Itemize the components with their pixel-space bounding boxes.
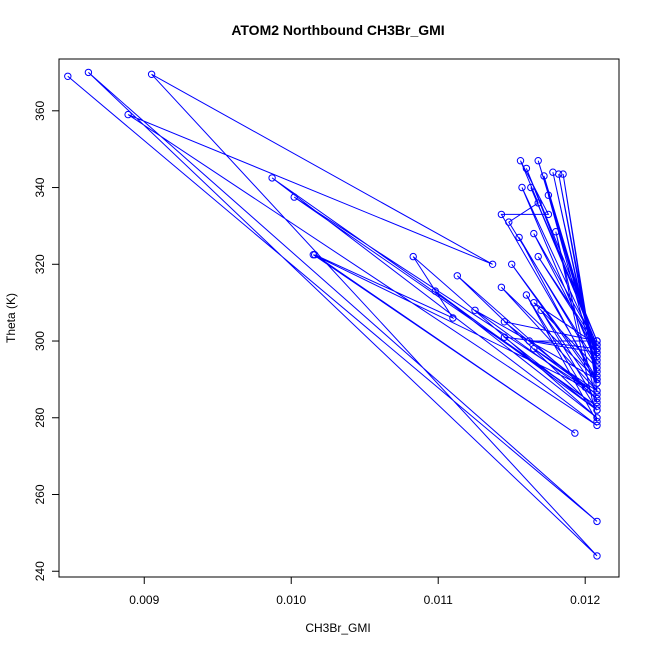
- data-point: [593, 356, 601, 364]
- data-point: [593, 337, 601, 345]
- data-point: [593, 375, 601, 384]
- data-point: [593, 517, 601, 526]
- data-point: [525, 337, 533, 345]
- data-point: [593, 341, 601, 349]
- data-point: [593, 387, 601, 395]
- data-point: [527, 183, 535, 192]
- x-axis: 0.009 0.010 0.011 0.012: [129, 577, 601, 607]
- y-tick-label: 280: [33, 407, 47, 427]
- data-point: [488, 260, 497, 268]
- x-axis-label: CH3Br_GMI: [305, 621, 370, 635]
- data-point: [593, 402, 601, 410]
- data-point: [581, 383, 589, 391]
- data-point: [593, 352, 601, 361]
- chart-title: ATOM2 Northbound CH3Br_GMI: [231, 22, 444, 38]
- plot-frame: [58, 58, 620, 578]
- x-tick-label: 0.009: [129, 593, 159, 607]
- y-tick-label: 260: [33, 484, 47, 504]
- data-point: [593, 414, 601, 422]
- data-point: [431, 287, 439, 295]
- y-tick-label: 300: [33, 331, 47, 351]
- y-axis: 240 260 280 300 320 340 360: [33, 100, 59, 581]
- data-point: [559, 170, 567, 178]
- data-point: [593, 417, 601, 426]
- data-point: [530, 299, 538, 307]
- data-point: [497, 210, 506, 219]
- data-point: [593, 379, 601, 387]
- data-point: [505, 218, 513, 226]
- y-tick-label: 240: [33, 561, 47, 581]
- data-point: [515, 233, 523, 242]
- data-point: [593, 345, 601, 353]
- data-point: [500, 333, 509, 341]
- data-point: [522, 164, 531, 173]
- data-point: [84, 68, 93, 77]
- data-point: [471, 306, 479, 314]
- data-point: [593, 398, 601, 407]
- data-point: [593, 371, 601, 380]
- x-tick-label: 0.011: [424, 593, 453, 607]
- data-point: [593, 406, 601, 414]
- data-point: [522, 291, 531, 299]
- data-point: [593, 364, 601, 372]
- data-point: [593, 368, 601, 376]
- y-axis-label: Theta (K): [4, 293, 18, 343]
- data-point: [518, 183, 526, 192]
- data-point: [544, 191, 553, 199]
- data-point: [268, 174, 276, 182]
- data-point: [64, 72, 72, 81]
- data-point: [552, 228, 560, 236]
- data-point: [593, 360, 601, 368]
- data-point: [530, 229, 538, 238]
- data-point: [516, 157, 525, 165]
- data-point: [534, 157, 542, 165]
- data-point: [593, 421, 601, 430]
- series-line: [67, 72, 599, 557]
- x-tick-label: 0.010: [276, 593, 306, 607]
- data-point: [534, 252, 542, 261]
- data-point: [537, 306, 545, 314]
- series-layer: [64, 68, 601, 560]
- y-tick-label: 360: [33, 100, 47, 120]
- data-point: [311, 251, 319, 259]
- data-point: [540, 172, 548, 180]
- data-point: [449, 314, 457, 322]
- data-point: [508, 260, 516, 268]
- data-point: [453, 272, 461, 280]
- data-point: [593, 394, 601, 403]
- data-point: [409, 252, 417, 261]
- y-tick-label: 340: [33, 177, 47, 197]
- data-point: [593, 348, 601, 357]
- data-point: [124, 110, 132, 119]
- data-point: [593, 391, 601, 399]
- y-tick-label: 320: [33, 254, 47, 274]
- data-point: [544, 210, 553, 219]
- data-point: [534, 199, 542, 207]
- data-point: [530, 345, 538, 353]
- data-point: [593, 552, 601, 560]
- data-point: [290, 193, 298, 201]
- x-tick-label: 0.012: [570, 593, 600, 607]
- data-point: [147, 70, 156, 79]
- data-point: [497, 283, 506, 291]
- data-point: [500, 318, 509, 326]
- data-point: [571, 429, 579, 437]
- data-point: [555, 170, 563, 178]
